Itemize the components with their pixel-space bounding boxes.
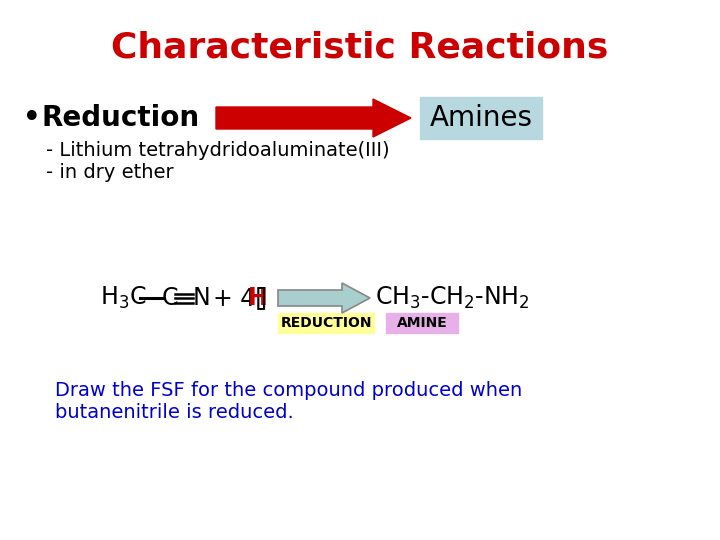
Text: Reduction: Reduction bbox=[42, 104, 200, 132]
Text: C: C bbox=[162, 286, 179, 310]
Text: AMINE: AMINE bbox=[397, 316, 447, 330]
Text: Amines: Amines bbox=[430, 104, 533, 132]
FancyBboxPatch shape bbox=[386, 313, 458, 333]
Text: - Lithium tetrahydridoaluminate(III): - Lithium tetrahydridoaluminate(III) bbox=[46, 140, 390, 159]
Text: •: • bbox=[22, 102, 42, 134]
Text: CH$_3$-CH$_2$-NH$_2$: CH$_3$-CH$_2$-NH$_2$ bbox=[375, 285, 529, 311]
Text: + 4[: + 4[ bbox=[213, 286, 264, 310]
Text: H: H bbox=[248, 286, 268, 310]
Text: butanenitrile is reduced.: butanenitrile is reduced. bbox=[55, 402, 294, 422]
Text: Characteristic Reactions: Characteristic Reactions bbox=[112, 31, 608, 65]
Text: - in dry ether: - in dry ether bbox=[46, 163, 174, 181]
FancyBboxPatch shape bbox=[420, 97, 542, 139]
Text: Draw the FSF for the compound produced when: Draw the FSF for the compound produced w… bbox=[55, 381, 522, 400]
FancyArrow shape bbox=[278, 283, 370, 313]
Text: H$_3$C: H$_3$C bbox=[100, 285, 146, 311]
Text: ]: ] bbox=[258, 286, 267, 310]
Text: N: N bbox=[193, 286, 211, 310]
Text: REDUCTION: REDUCTION bbox=[280, 316, 372, 330]
FancyArrow shape bbox=[216, 99, 411, 137]
FancyBboxPatch shape bbox=[278, 313, 374, 333]
